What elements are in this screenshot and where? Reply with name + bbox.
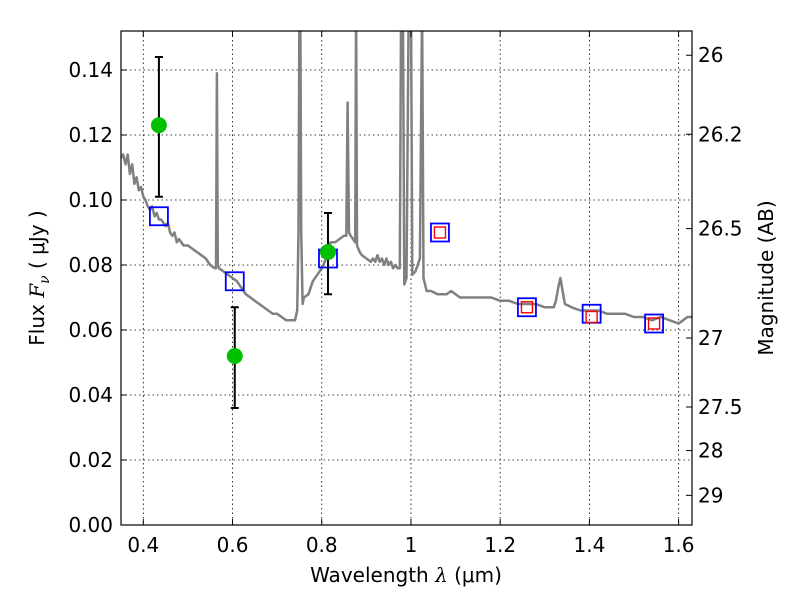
y2-tick-label: 28 — [698, 439, 723, 463]
y-tick-label: 0.14 — [68, 58, 113, 82]
y-tick-label: 0.10 — [68, 188, 113, 212]
x-tick-label: 0.6 — [217, 533, 249, 557]
model-photometry-square — [430, 222, 450, 243]
model-photometry-small-square — [433, 226, 447, 239]
y2-tick-label: 27 — [698, 326, 723, 350]
model-photometry-square — [224, 271, 245, 292]
axis-ticks: 0.4 0.6 0.8 1 1.2 1.4 1.6 0.00 0.02 0.04 0.06 0.08 0… — [68, 31, 743, 557]
model-photometry-square — [644, 313, 664, 334]
y-axis-label: Flux Fν ( μJy ) — [25, 210, 53, 345]
model-photometry-small-square — [647, 317, 661, 330]
x-tick-label: 1 — [405, 533, 418, 557]
model-photometry-square — [149, 206, 169, 227]
y-tick-label: 0.06 — [68, 318, 113, 342]
y2-tick-label: 26 — [698, 43, 723, 67]
observed-point — [150, 117, 167, 134]
x-axis-label: Wavelength λ (μm) — [310, 563, 502, 587]
y2-tick-label: 29 — [698, 483, 723, 507]
model-photometry-small-square — [585, 310, 598, 324]
x-tick-label: 1.2 — [484, 533, 516, 557]
y2-tick-label: 26.2 — [698, 122, 743, 146]
observed-point — [226, 348, 243, 364]
observed-photometry — [150, 56, 336, 409]
y2-tick-label: 27.5 — [698, 395, 743, 419]
x-tick-label: 0.4 — [127, 533, 159, 557]
plot-frame — [120, 30, 693, 526]
y-tick-label: 0.12 — [68, 123, 113, 147]
observed-point — [319, 244, 336, 260]
model-photometry-square — [517, 297, 537, 318]
model-photometry-small-square — [520, 301, 534, 314]
y2-axis-label: Magnitude (AB) — [754, 200, 778, 355]
y-tick-label: 0.04 — [68, 383, 113, 407]
x-tick-label: 1.6 — [663, 533, 695, 557]
y-tick-label: 0.02 — [68, 448, 113, 472]
x-tick-label: 1.4 — [573, 533, 605, 557]
y-tick-label: 0.08 — [68, 253, 113, 277]
y2-tick-label: 26.5 — [698, 217, 743, 241]
x-tick-label: 0.8 — [306, 533, 338, 557]
y-tick-label: 0.00 — [68, 513, 113, 537]
